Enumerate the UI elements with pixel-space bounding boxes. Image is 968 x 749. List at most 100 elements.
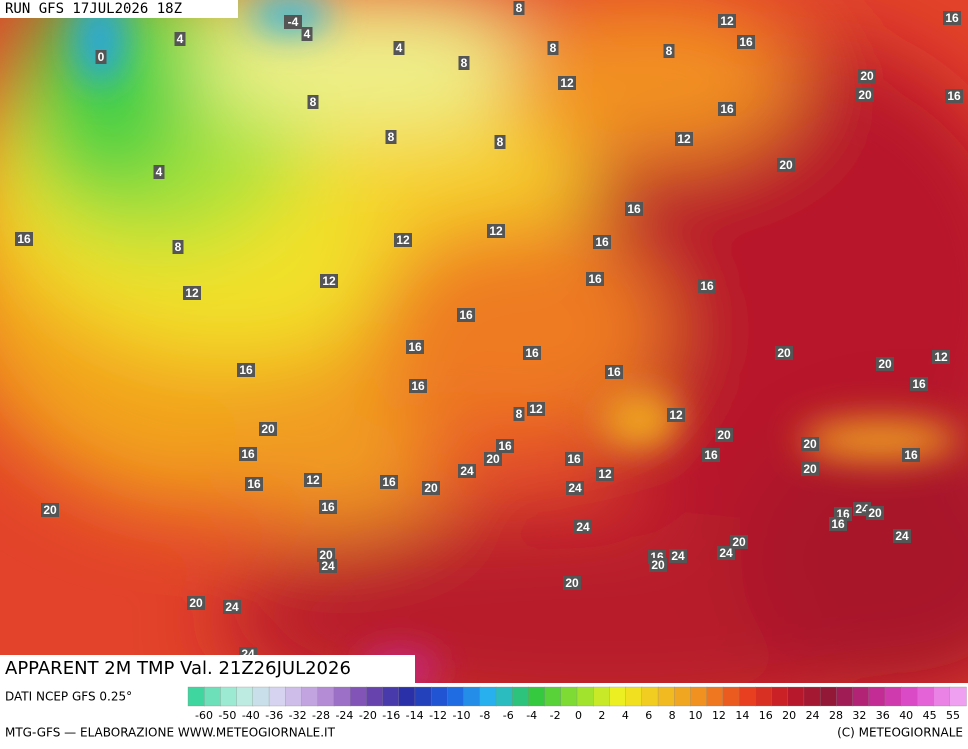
contour-label: 20 xyxy=(43,503,57,517)
color-swatch xyxy=(333,686,351,707)
color-swatch xyxy=(625,686,643,707)
color-bar-tick-label: 6 xyxy=(645,709,652,722)
contour-label: 16 xyxy=(607,365,621,379)
contour-label-box xyxy=(41,503,59,517)
color-bar-tick-label: 12 xyxy=(712,709,726,722)
color-swatch xyxy=(755,686,773,707)
contour-label: 20 xyxy=(777,346,791,360)
contour-label-box xyxy=(605,365,623,379)
contour-label-box xyxy=(523,346,541,360)
contour-label-box xyxy=(858,69,876,83)
color-bar-tick-label: 8 xyxy=(669,709,676,722)
contour-label-box xyxy=(394,233,412,247)
contour-label: 16 xyxy=(720,102,734,116)
color-swatch xyxy=(949,686,967,707)
contour-label: 16 xyxy=(321,500,335,514)
color-swatch xyxy=(771,686,789,707)
contour-label: 4 xyxy=(396,41,403,55)
contour-label-box xyxy=(558,76,576,90)
contour-label: 16 xyxy=(567,452,581,466)
contour-label: 20 xyxy=(486,452,500,466)
color-swatch xyxy=(430,686,448,707)
color-swatch xyxy=(738,686,756,707)
color-swatch xyxy=(187,686,205,707)
color-bar-tick-label: 36 xyxy=(876,709,890,722)
color-bar-tick-label: -6 xyxy=(503,709,514,722)
contour-label-box xyxy=(487,224,505,238)
contour-label-box xyxy=(458,464,476,478)
contour-label: 24 xyxy=(321,559,335,573)
color-bar-tick-label: 10 xyxy=(689,709,703,722)
contour-label: 24 xyxy=(460,464,474,478)
contour-label: 20 xyxy=(868,506,882,520)
contour-label-box xyxy=(893,529,911,543)
contour-label-box xyxy=(730,535,748,549)
contour-label: 20 xyxy=(651,558,665,572)
map-field xyxy=(0,0,968,730)
color-bar-tick-label: -8 xyxy=(479,709,490,722)
contour-label: 16 xyxy=(408,340,422,354)
color-bar-tick-label: 40 xyxy=(899,709,913,722)
contour-label-box xyxy=(801,437,819,451)
color-swatch xyxy=(657,686,675,707)
contour-label: 12 xyxy=(185,286,199,300)
contour-label-box xyxy=(187,596,205,610)
contour-label: 8 xyxy=(497,135,504,149)
color-bar-tick-label: -20 xyxy=(359,709,377,722)
contour-label: 4 xyxy=(304,27,311,41)
contour-label: 24 xyxy=(576,520,590,534)
contour-label-box xyxy=(239,447,257,461)
contour-label: 12 xyxy=(529,402,543,416)
color-bar-tick-label: 32 xyxy=(852,709,866,722)
color-swatch xyxy=(447,686,465,707)
contour-label: 8 xyxy=(175,240,182,254)
contour-label: 16 xyxy=(700,279,714,293)
contour-label: 12 xyxy=(322,274,336,288)
contour-label: 4 xyxy=(156,165,163,179)
color-bar-tick-label: 45 xyxy=(923,709,937,722)
contour-label-box xyxy=(393,41,405,55)
contour-label-box xyxy=(513,1,525,15)
contour-label-box xyxy=(259,422,277,436)
color-swatch xyxy=(236,686,254,707)
contour-label-box xyxy=(718,102,736,116)
contour-label-box xyxy=(406,340,424,354)
color-swatch xyxy=(917,686,935,707)
color-bar-tick-label: -28 xyxy=(312,709,330,722)
color-bar-tick-label: -2 xyxy=(550,709,561,722)
color-swatch xyxy=(787,686,805,707)
contour-label-box xyxy=(593,235,611,249)
contour-label-box xyxy=(458,56,470,70)
color-swatch xyxy=(706,686,724,707)
contour-label-box xyxy=(717,546,735,560)
contour-label-box xyxy=(319,500,337,514)
contour-label-box xyxy=(902,448,920,462)
contour-label-box xyxy=(513,407,525,421)
contour-label-box xyxy=(409,379,427,393)
contour-label-box xyxy=(649,558,667,572)
contour-label: 24 xyxy=(671,549,685,563)
color-swatch xyxy=(414,686,432,707)
color-swatch xyxy=(803,686,821,707)
contour-label-box xyxy=(172,240,184,254)
color-swatch xyxy=(593,686,611,707)
color-bar-tick-label: -24 xyxy=(335,709,353,722)
contour-label: 0 xyxy=(98,50,105,64)
contour-label-box xyxy=(829,517,847,531)
contour-label-box xyxy=(715,428,733,442)
contour-label-box xyxy=(667,408,685,422)
contour-label-box xyxy=(284,15,302,29)
contour-label: 16 xyxy=(595,235,609,249)
color-bar-tick-label: -50 xyxy=(218,709,236,722)
contour-label: 12 xyxy=(720,14,734,28)
contour-label: 16 xyxy=(239,363,253,377)
color-swatch xyxy=(366,686,384,707)
contour-label: 16 xyxy=(498,439,512,453)
contour-label-box xyxy=(574,520,592,534)
color-bar-tick-label: -14 xyxy=(406,709,424,722)
contour-label: 16 xyxy=(588,272,602,286)
contour-label: 16 xyxy=(411,379,425,393)
contour-label: 20 xyxy=(860,69,874,83)
contour-label: 12 xyxy=(934,350,948,364)
